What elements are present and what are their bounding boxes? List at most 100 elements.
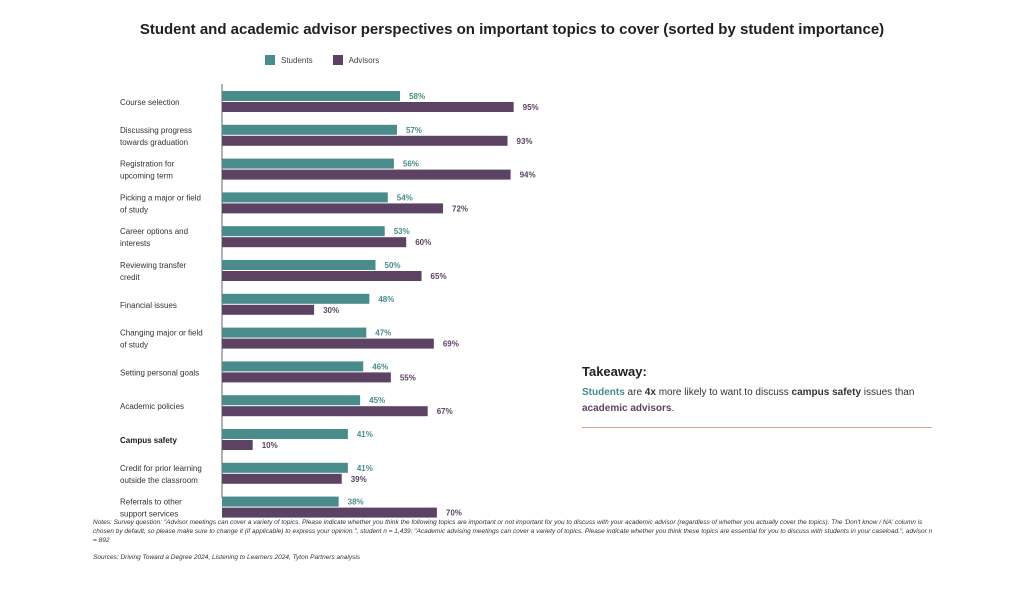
category-label-line: Changing major or field [120, 329, 203, 338]
category-label: Setting personal goals [120, 368, 199, 377]
data-label-advisors: 69% [443, 340, 459, 349]
data-label-students: 45% [369, 396, 385, 405]
data-label-students: 47% [375, 329, 391, 338]
category-label: Campus safety [120, 436, 177, 445]
bar-advisors [222, 169, 511, 180]
category-label-line: Credit for prior learning [120, 464, 202, 473]
category-label-line: outside the classroom [120, 476, 198, 485]
data-label-advisors: 70% [446, 509, 462, 518]
data-label-students: 38% [348, 498, 364, 507]
category-label-line: Referrals to other [120, 498, 182, 507]
takeaway-text-part: are [624, 387, 645, 398]
category-label-line: Academic policies [120, 402, 184, 411]
takeaway-topic: campus safety [791, 387, 862, 398]
legend-swatch-advisors [332, 55, 343, 65]
bar-students [222, 361, 364, 372]
data-label-students: 56% [403, 160, 419, 169]
data-label-students: 53% [394, 227, 410, 236]
category-label-line: Discussing progress [120, 126, 192, 135]
bar-students [222, 158, 394, 169]
bar-advisors [222, 440, 253, 450]
category-label: Registration for upcoming term [120, 160, 175, 181]
category-label: Financial issues [120, 301, 177, 310]
category-label: Academic policies [120, 402, 184, 411]
category-label-line: Setting personal goals [120, 368, 199, 377]
category-label: Changing major or field of study [120, 329, 203, 350]
bar-advisors [222, 473, 342, 484]
legend-label-advisors: Advisors [348, 55, 380, 65]
legend-item-students: Students [265, 55, 313, 65]
data-label-students: 46% [372, 362, 388, 371]
bar-students [222, 395, 361, 406]
bar-advisors [222, 203, 444, 214]
category-label-line: Reviewing transfer [120, 261, 187, 270]
chart-title: Student and academic advisor perspective… [139, 21, 885, 38]
takeaway-text-part: . [671, 403, 675, 414]
data-label-advisors: 10% [262, 441, 278, 450]
bar-students [222, 124, 397, 135]
category-label-line: towards graduation [120, 138, 188, 147]
category-label: Picking a major or field of study [120, 193, 201, 214]
category-label: Career options and interests [120, 227, 188, 248]
sources: Sources: Driving Toward a Degree 2024, L… [93, 554, 361, 561]
category-label-line: Course selection [120, 98, 180, 107]
data-label-students: 41% [357, 430, 373, 439]
bar-students [222, 260, 376, 270]
category-label-line: Financial issues [120, 301, 177, 310]
bar-advisors [222, 271, 422, 281]
data-label-advisors: 60% [415, 238, 431, 247]
data-label-advisors: 30% [323, 306, 339, 315]
category-label: Referrals to other support services [120, 498, 182, 519]
takeaway-text-part: more likely to want to discuss [655, 387, 792, 398]
takeaway-students: Students [582, 387, 625, 398]
category-label-line: of study [120, 341, 148, 350]
takeaway-text: Students are 4x more likely to want to d… [582, 385, 932, 417]
bar-advisors [222, 507, 437, 518]
data-label-students: 54% [397, 193, 413, 202]
bar-students [222, 462, 348, 473]
data-label-students: 50% [385, 261, 401, 270]
data-label-advisors: 72% [452, 204, 468, 213]
data-label-advisors: 67% [437, 407, 453, 416]
data-label-advisors: 65% [431, 272, 447, 281]
bar-students [222, 496, 339, 507]
data-label-advisors: 93% [517, 137, 533, 146]
category-label-line: of study [120, 205, 148, 214]
data-label-advisors: 55% [400, 373, 416, 382]
bar-students [222, 91, 401, 101]
bar-students [222, 327, 367, 338]
category-label-line: upcoming term [120, 172, 173, 181]
bar-advisors [222, 406, 428, 417]
bar-advisors [222, 338, 434, 349]
bar-advisors [222, 304, 315, 315]
data-label-students: 57% [406, 126, 422, 135]
takeaway-text-part: issues than [861, 387, 915, 398]
bar-advisors [222, 372, 391, 383]
category-label-line: Registration for [120, 160, 175, 169]
bar-students [222, 429, 348, 439]
bar-students [222, 293, 370, 304]
category-label-line: Career options and [120, 227, 188, 236]
takeaway-box: Takeaway: Students are 4x more likely to… [582, 364, 932, 417]
bar-students [222, 192, 388, 203]
category-label-line: support services [120, 510, 178, 519]
category-label: Reviewing transfer credit [120, 261, 187, 282]
bar-advisors [222, 102, 514, 112]
takeaway-advisors: academic advisors [582, 403, 672, 414]
data-label-students: 48% [378, 295, 394, 304]
takeaway-divider [582, 427, 932, 428]
legend-label-students: Students [281, 55, 313, 65]
takeaway-multiplier: 4x [644, 387, 656, 398]
takeaway-heading: Takeaway: [582, 364, 647, 379]
data-label-advisors: 94% [520, 171, 536, 180]
category-label: Discussing progress towards graduation [120, 126, 192, 147]
category-label: Course selection [120, 98, 180, 107]
legend: Students Advisors [265, 55, 379, 65]
data-label-students: 41% [357, 464, 373, 473]
category-label-line: Picking a major or field [120, 193, 201, 202]
category-label-line: Campus safety [120, 436, 177, 445]
bar-students [222, 226, 385, 237]
data-label-students: 58% [409, 92, 425, 101]
bar-advisors [222, 237, 407, 248]
